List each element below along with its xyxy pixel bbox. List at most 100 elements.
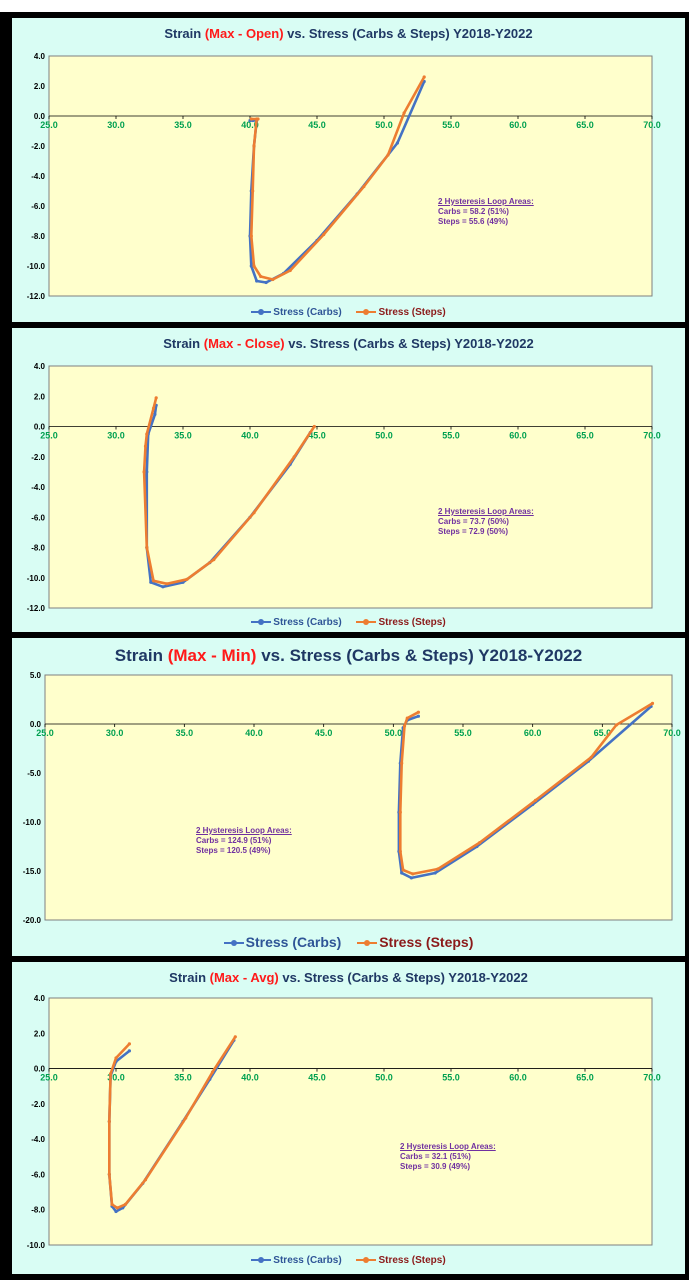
data-point-steps — [165, 582, 169, 586]
x-tick-label: 25.0 — [36, 728, 54, 738]
legend-item-steps: Stress (Steps) — [356, 307, 446, 318]
data-point-steps — [362, 184, 366, 189]
annotation-line-carbs: Carbs = 124.9 (51%) — [196, 836, 272, 845]
chart-svg: 5.0 0.0 -5.0 -10.0 -15.0 -20.0 25.0 30.0 35.0 40.… — [23, 671, 681, 925]
data-point-carbs — [264, 280, 268, 285]
data-point-steps — [184, 1116, 188, 1120]
chart-panel-3: Strain (Max - Min) vs. Stress (Carbs & S… — [12, 638, 685, 956]
legend-item-carbs: Stress (Carbs) — [251, 307, 342, 318]
series-line-steps — [398, 702, 654, 876]
y-tick-label: 4.0 — [34, 362, 46, 371]
legend-swatch-carbs — [223, 939, 244, 947]
legend-swatch-carbs — [251, 308, 272, 316]
data-point-steps — [312, 424, 316, 429]
x-tick-label: 60.0 — [509, 1073, 527, 1083]
chart-title: Strain (Max - Open) vs. Stress (Carbs & … — [12, 26, 685, 41]
y-tick-label: -6.0 — [31, 202, 45, 211]
data-point-steps — [107, 1119, 111, 1124]
y-tick-label: -4.0 — [31, 1135, 45, 1144]
data-point-steps — [151, 406, 156, 410]
data-point-steps — [400, 761, 404, 765]
data-point-carbs — [145, 470, 149, 474]
y-tick-label: 4.0 — [34, 52, 46, 61]
y-tick-label: 2.0 — [34, 82, 46, 91]
title-suffix: vs. Stress (Carbs & Steps) Y2018-Y2022 — [256, 646, 583, 665]
annotation-line-steps: Steps = 72.9 (50%) — [438, 527, 509, 536]
y-tick-label: -12.0 — [27, 292, 46, 301]
chart-title: Strain (Max - Close) vs. Stress (Carbs &… — [12, 336, 685, 351]
annotation-box: 2 Hysteresis Loop Areas: Carbs = 124.9 (… — [196, 826, 292, 856]
data-point-carbs — [255, 279, 259, 283]
annotation-line-carbs: Carbs = 58.2 (51%) — [438, 207, 509, 216]
plot-area — [48, 365, 653, 609]
y-tick-label: -6.0 — [31, 513, 45, 522]
data-point-steps — [145, 545, 149, 550]
data-point-steps — [251, 189, 255, 193]
x-tick-label: 60.0 — [509, 120, 527, 130]
data-point-steps — [109, 1072, 113, 1076]
data-point-carbs — [400, 871, 404, 875]
title-highlight: (Max - Close) — [203, 336, 285, 351]
x-tick-label: 65.0 — [576, 120, 594, 130]
data-point-steps — [398, 849, 402, 853]
y-tick-label: 0.0 — [34, 112, 46, 121]
data-point-steps — [401, 868, 405, 872]
legend-label-carbs: Stress (Carbs) — [273, 617, 342, 628]
y-tick-label: -15.0 — [23, 867, 42, 876]
y-tick-label: -8.0 — [31, 1206, 45, 1215]
annotation-box: 2 Hysteresis Loop Areas: Carbs = 73.7 (5… — [438, 507, 534, 537]
data-point-steps — [405, 716, 409, 720]
chart-svg: 4.0 2.0 0.0 -2.0 -4.0 -6.0 -8.0 -10.0 -12.0 25.0 3… — [27, 52, 661, 301]
title-prefix: Strain — [163, 336, 204, 351]
y-tick-label: -8.0 — [31, 232, 45, 241]
annotation-line-steps: Steps = 30.9 (49%) — [400, 1162, 471, 1171]
data-point-steps — [143, 1178, 148, 1182]
x-tick-label: 25.0 — [40, 431, 58, 441]
data-point-steps — [589, 755, 593, 759]
plot-area — [48, 55, 653, 297]
data-point-steps — [154, 396, 158, 400]
data-point-steps — [259, 274, 263, 279]
x-tick-label: 70.0 — [643, 120, 661, 130]
x-tick-label: 40.0 — [241, 120, 259, 130]
y-tick-label: -10.0 — [27, 1241, 46, 1250]
chart-title: Strain (Max - Min) vs. Stress (Carbs & S… — [12, 646, 685, 666]
annotation-heading: 2 Hysteresis Loop Areas: — [438, 197, 534, 206]
data-point-steps — [123, 1202, 127, 1206]
legend-swatch-steps — [356, 618, 377, 626]
data-point-steps — [212, 558, 216, 562]
title-suffix: vs. Stress (Carbs & Steps) Y2018-Y2022 — [283, 26, 533, 41]
x-tick-label: 45.0 — [308, 120, 326, 130]
x-tick-label: 65.0 — [594, 728, 612, 738]
x-tick-label: 35.0 — [174, 431, 192, 441]
x-tick-label: 30.0 — [106, 728, 124, 738]
legend-label-steps: Stress (Steps) — [378, 1255, 446, 1266]
data-point-carbs — [395, 141, 399, 145]
plot-area — [44, 674, 673, 921]
legend-swatch-steps — [356, 308, 377, 316]
y-tick-label: -6.0 — [31, 1170, 45, 1179]
x-tick-label: 55.0 — [442, 1073, 460, 1083]
data-point-steps — [288, 268, 292, 273]
y-tick-label: 0.0 — [34, 1065, 46, 1074]
data-point-steps — [233, 1035, 237, 1039]
series-line-steps — [108, 1035, 237, 1210]
data-point-carbs — [127, 1049, 131, 1053]
title-prefix: Strain — [164, 26, 205, 41]
y-tick-label: 0.0 — [34, 423, 46, 432]
data-point-steps — [185, 577, 189, 581]
legend-swatch-carbs — [251, 1256, 272, 1264]
data-point-steps — [249, 117, 253, 121]
y-tick-label: -2.0 — [31, 142, 45, 151]
x-tick-label: 45.0 — [315, 728, 333, 738]
title-highlight: (Max - Open) — [204, 26, 284, 41]
data-point-steps — [322, 232, 326, 237]
chart-panel-2: Strain (Max - Close) vs. Stress (Carbs &… — [12, 328, 685, 632]
x-tick-label: 30.0 — [107, 431, 125, 441]
data-point-steps — [422, 75, 426, 79]
legend-label-carbs: Stress (Carbs) — [273, 1255, 342, 1266]
y-tick-label: -4.0 — [31, 172, 45, 181]
legend: Stress (Carbs) Stress (Steps) — [12, 617, 685, 628]
x-tick-label: 70.0 — [663, 728, 681, 738]
annotation-heading: 2 Hysteresis Loop Areas: — [400, 1142, 496, 1151]
